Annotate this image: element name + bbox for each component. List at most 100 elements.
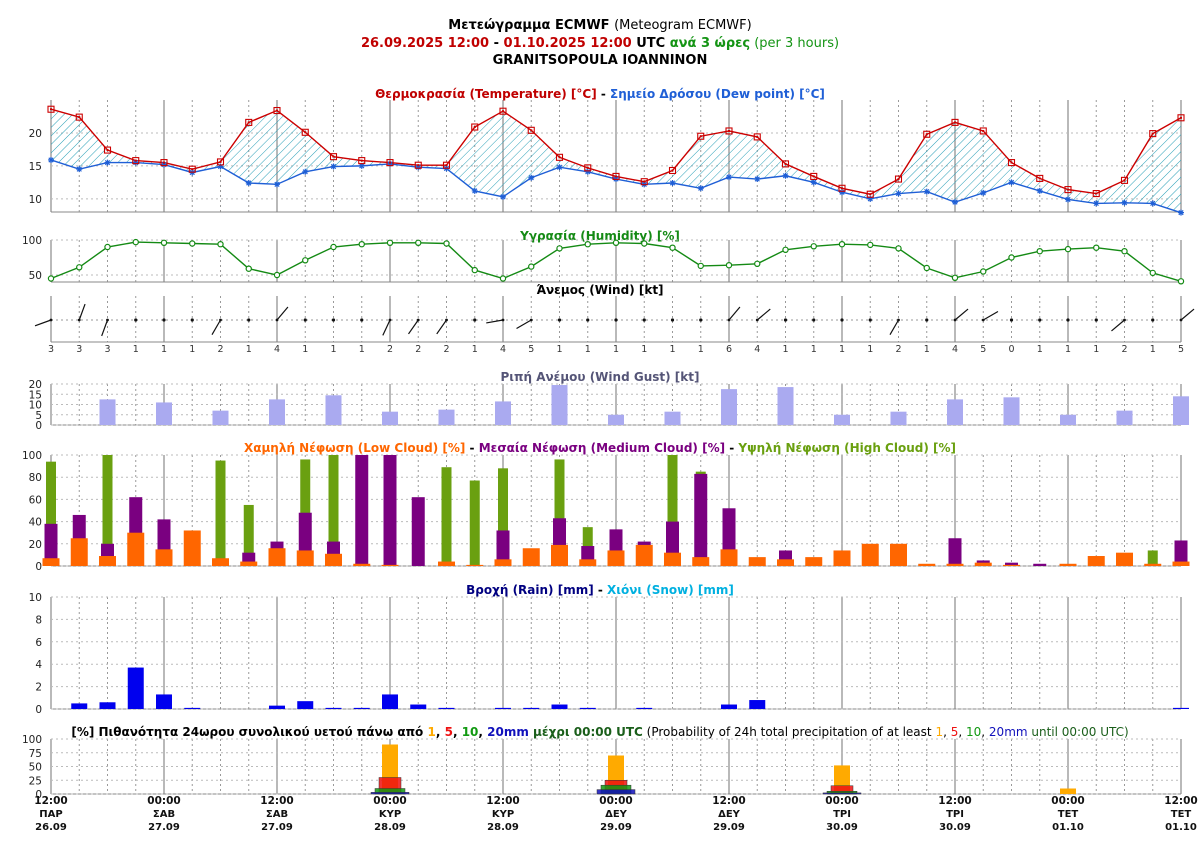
- x-tick-day: ΣΑΒ: [266, 809, 288, 820]
- wind-speed-label: 3: [76, 344, 82, 355]
- title-part: ,: [943, 725, 951, 739]
- temperature-point: [358, 157, 366, 165]
- x-tick-date: 28.09: [487, 822, 519, 833]
- temperature-point-center: [869, 193, 872, 196]
- rain-bar: [353, 707, 370, 709]
- x-tick-day: ΤΡΙ: [833, 809, 851, 820]
- low-cloud-bar: [1003, 564, 1020, 566]
- humidity-point: [132, 238, 139, 246]
- x-tick-date: 27.09: [261, 822, 293, 833]
- wind-speed-label: 1: [1093, 344, 1099, 355]
- dew-point-point: [1093, 200, 1100, 207]
- dew-point-point: [387, 160, 393, 167]
- prob-20mm-bar: [822, 792, 862, 795]
- x-axis: 12:00 ΠΑΡ 26.09 00:00 ΣΑΒ 27.09 12:00 ΣΑΒ 27.09 0…: [34, 795, 1197, 833]
- wind-calm-dot: [1094, 318, 1098, 322]
- dew-point-point: [1178, 209, 1184, 216]
- wind-barb: [486, 319, 504, 324]
- temperature-point: [979, 127, 987, 135]
- dew-point-point: [471, 187, 478, 194]
- wind-speed-label: 1: [246, 344, 252, 355]
- dew-point-point: [132, 159, 139, 166]
- period-step: ανά 3 ώρες: [665, 36, 751, 51]
- humidity-point: [1121, 247, 1128, 255]
- temperature-point-center: [699, 135, 702, 138]
- gust-bar: [438, 409, 455, 425]
- gust-bar: [721, 389, 737, 425]
- wind-speed-label: 1: [585, 344, 591, 355]
- wind-calm-dot: [868, 318, 872, 322]
- wind-speed-label: 1: [924, 344, 930, 355]
- low-cloud-bar: [551, 544, 568, 566]
- temperature-point: [1149, 130, 1157, 138]
- wind-calm-dot: [162, 318, 166, 322]
- rain-bar: [579, 707, 596, 709]
- wind-speed-label: 3: [48, 344, 54, 355]
- dew-point-point: [500, 193, 506, 200]
- rain-bar: [297, 701, 314, 709]
- title-part: 5: [445, 725, 453, 739]
- y-tick-label: 0: [35, 561, 42, 573]
- wind-speed-label: 2: [217, 344, 223, 355]
- title-part: 10: [966, 725, 981, 739]
- panel-title-temperature: Θερμοκρασία (Temperature) [°C] - Σημείο …: [375, 87, 825, 101]
- gust-bar: [777, 387, 794, 425]
- humidity-point: [1149, 269, 1156, 277]
- temperature-point: [442, 161, 451, 169]
- low-cloud-bar: [240, 561, 258, 566]
- period-step-en: (per 3 hours): [750, 36, 840, 51]
- humidity-point: [1093, 244, 1100, 251]
- temperature-point-center: [615, 175, 617, 178]
- humidity-point: [556, 245, 563, 252]
- low-cloud-bar: [155, 549, 173, 566]
- low-cloud-bar: [946, 563, 964, 566]
- low-cloud-bar: [805, 557, 823, 566]
- temperature-point: [668, 166, 677, 175]
- wind-barb-origin: [1179, 318, 1183, 322]
- temperature-point-center: [276, 109, 278, 112]
- dew-point-point: [76, 166, 83, 173]
- panel-title-probability: [%] Πιθανότητα 24ωρου συνολικού υετού πά…: [71, 725, 1128, 739]
- temperature-point-center: [1151, 132, 1154, 135]
- wind-barb-origin: [445, 318, 448, 322]
- wind-calm-dot: [303, 318, 307, 322]
- wind-speed-label: 1: [359, 344, 365, 355]
- wind-speed-label: 1: [1150, 344, 1156, 355]
- temperature-point-center: [473, 126, 476, 129]
- dew-point-point: [245, 180, 252, 187]
- x-tick-date: 27.09: [148, 822, 180, 833]
- prob-20mm-bar: [596, 789, 636, 795]
- temperature-point: [951, 118, 959, 126]
- low-cloud-bar: [1144, 563, 1162, 566]
- dew-point-point: [1036, 187, 1043, 194]
- temperature-point-center: [191, 168, 194, 171]
- high-cloud-bar: [46, 461, 56, 566]
- temperature-point: [725, 127, 733, 135]
- wind-speed-label: 6: [726, 344, 732, 355]
- title-part: Θερμοκρασία (Temperature) [°C]: [375, 87, 597, 101]
- temperature-point: [188, 165, 196, 173]
- title-part: 1: [427, 725, 435, 739]
- dew-point-point: [1121, 199, 1128, 206]
- dew-point-point: [669, 180, 676, 187]
- wind-calm-dot: [670, 318, 675, 322]
- x-tick-date: 01.10: [1165, 822, 1197, 833]
- x-tick-date: 29.09: [713, 822, 745, 833]
- temperature-point: [584, 164, 592, 172]
- humidity-point: [386, 239, 394, 246]
- medium-cloud-bar: [1033, 563, 1047, 566]
- high-cloud-bar: [441, 467, 452, 566]
- low-cloud-bar: [748, 557, 766, 566]
- wind-calm-dot: [360, 318, 364, 322]
- low-cloud-bar: [861, 543, 879, 566]
- wind-calm-dot: [840, 318, 844, 322]
- high-cloud-bar: [554, 459, 565, 566]
- humidity-point: [612, 239, 620, 246]
- low-cloud-bar: [1059, 563, 1077, 566]
- x-tick-time: 00:00: [1051, 795, 1084, 807]
- y-tick-label: 40: [29, 517, 42, 529]
- panel-title-precip: Βροχή (Rain) [mm] - Χιόνι (Snow) [mm]: [466, 583, 734, 597]
- wind-speed-label: 4: [952, 344, 958, 355]
- dew-point-point: [302, 168, 309, 175]
- wind-calm-dot: [1038, 318, 1042, 322]
